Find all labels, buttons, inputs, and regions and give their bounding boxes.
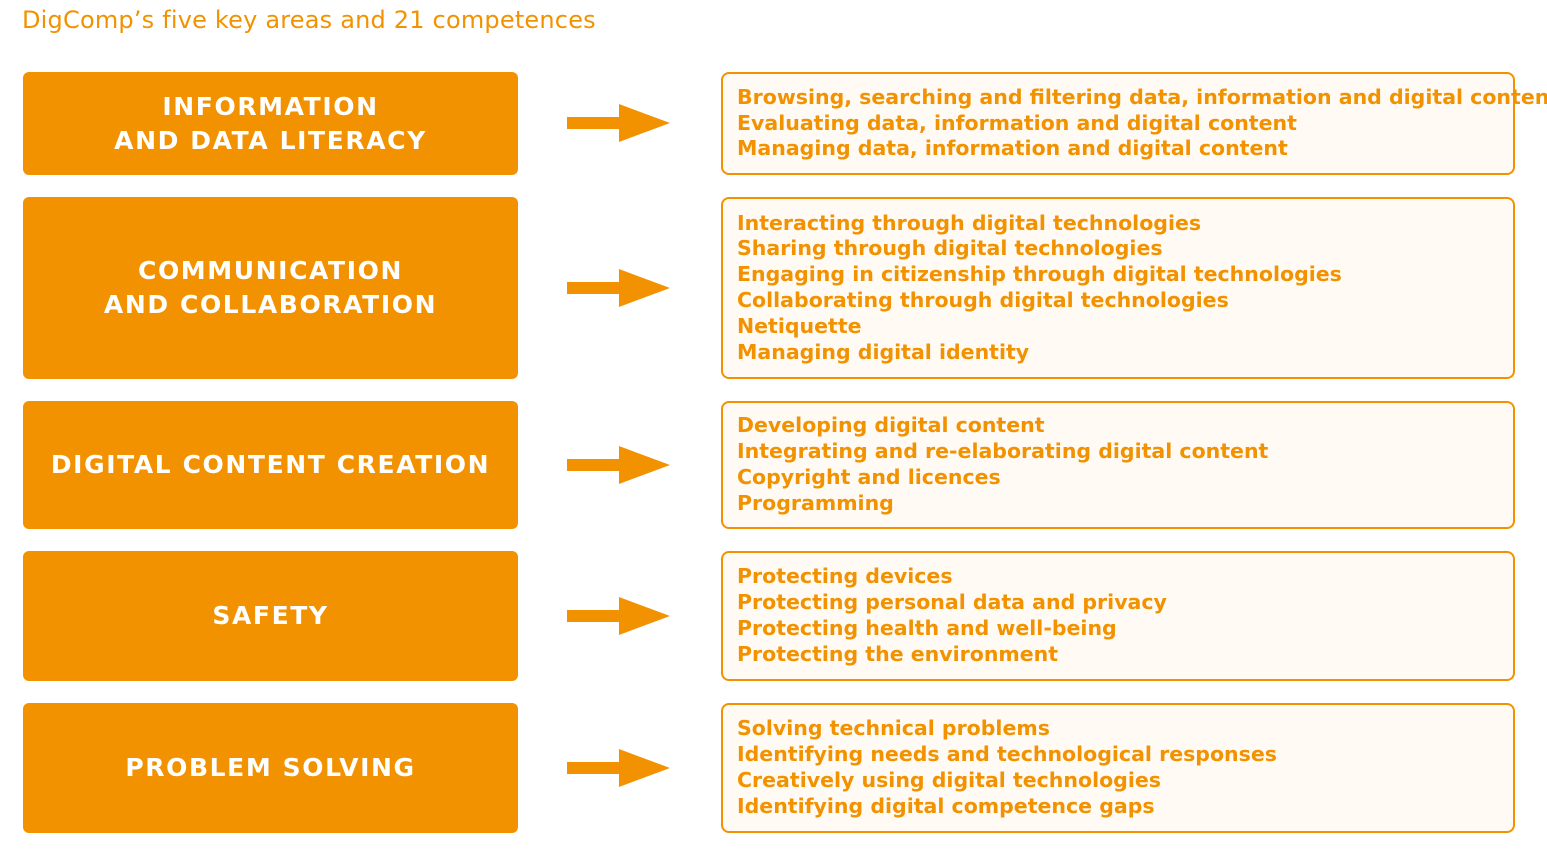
arrow-right-icon (567, 446, 670, 484)
arrow-right-icon (567, 597, 670, 635)
competence-item: Creatively using digital technologies (737, 768, 1161, 792)
competence-item: Programming (737, 490, 894, 515)
competence-item: Identifying digital competence gaps (737, 793, 1155, 818)
competence-item: Managing data, information and digital c… (737, 136, 1288, 161)
area-label: COMMUNICATION AND COLLABORATION (103, 256, 438, 319)
competence-item: Interacting through digital technologies (737, 210, 1202, 235)
area-label: SAFETY (212, 601, 329, 630)
competence-item: Protecting personal data and privacy (737, 590, 1167, 615)
competence-item: Protecting health and well-being (737, 616, 1117, 640)
competence-item: Copyright and licences (737, 465, 1001, 489)
arrow-right-icon (567, 749, 670, 787)
area-box-safety: SAFETY (23, 551, 518, 681)
competence-item: Netiquette (737, 313, 862, 338)
competence-list-information: Browsing, searching and filtering data, … (721, 72, 1547, 175)
competence-item: Protecting the environment (737, 641, 1059, 666)
arrow-right-icon (567, 104, 670, 142)
competence-list-safety: Protecting devices Protecting personal d… (721, 551, 1515, 681)
competence-item: Sharing through digital technologies (737, 236, 1163, 261)
arrow-right-icon (567, 269, 670, 307)
area-box-problem-solving: PROBLEM SOLVING (23, 703, 518, 833)
area-label: INFORMATION AND DATA LITERACY (114, 91, 427, 155)
area-box-information: INFORMATION AND DATA LITERACY (23, 72, 518, 175)
competence-item: Managing digital identity (737, 339, 1030, 364)
competence-item: Evaluating data, information and digital… (737, 110, 1297, 135)
competence-list-content-creation: Developing digital content Integrating a… (721, 401, 1515, 529)
competence-item: Identifying needs and technological resp… (737, 742, 1277, 767)
competence-item: Collaborating through digital technologi… (737, 288, 1229, 312)
area-label: PROBLEM SOLVING (125, 753, 416, 782)
competence-item: Integrating and re-elaborating digital c… (737, 439, 1269, 464)
diagram-title: DigComp’s five key areas and 21 competen… (22, 6, 596, 34)
competence-item: Engaging in citizenship through digital … (737, 262, 1342, 287)
competence-item: Protecting devices (737, 564, 953, 589)
competence-item: Solving technical problems (737, 716, 1050, 741)
area-box-content-creation: DIGITAL CONTENT CREATION (23, 401, 518, 529)
competence-list-problem-solving: Solving technical problems Identifying n… (721, 703, 1515, 833)
competence-item: Browsing, searching and filtering data, … (737, 84, 1547, 109)
area-box-communication: COMMUNICATION AND COLLABORATION (23, 197, 518, 379)
area-label: DIGITAL CONTENT CREATION (50, 450, 491, 479)
competence-item: Developing digital content (737, 413, 1045, 438)
competence-list-communication: Interacting through digital technologies… (721, 197, 1515, 379)
